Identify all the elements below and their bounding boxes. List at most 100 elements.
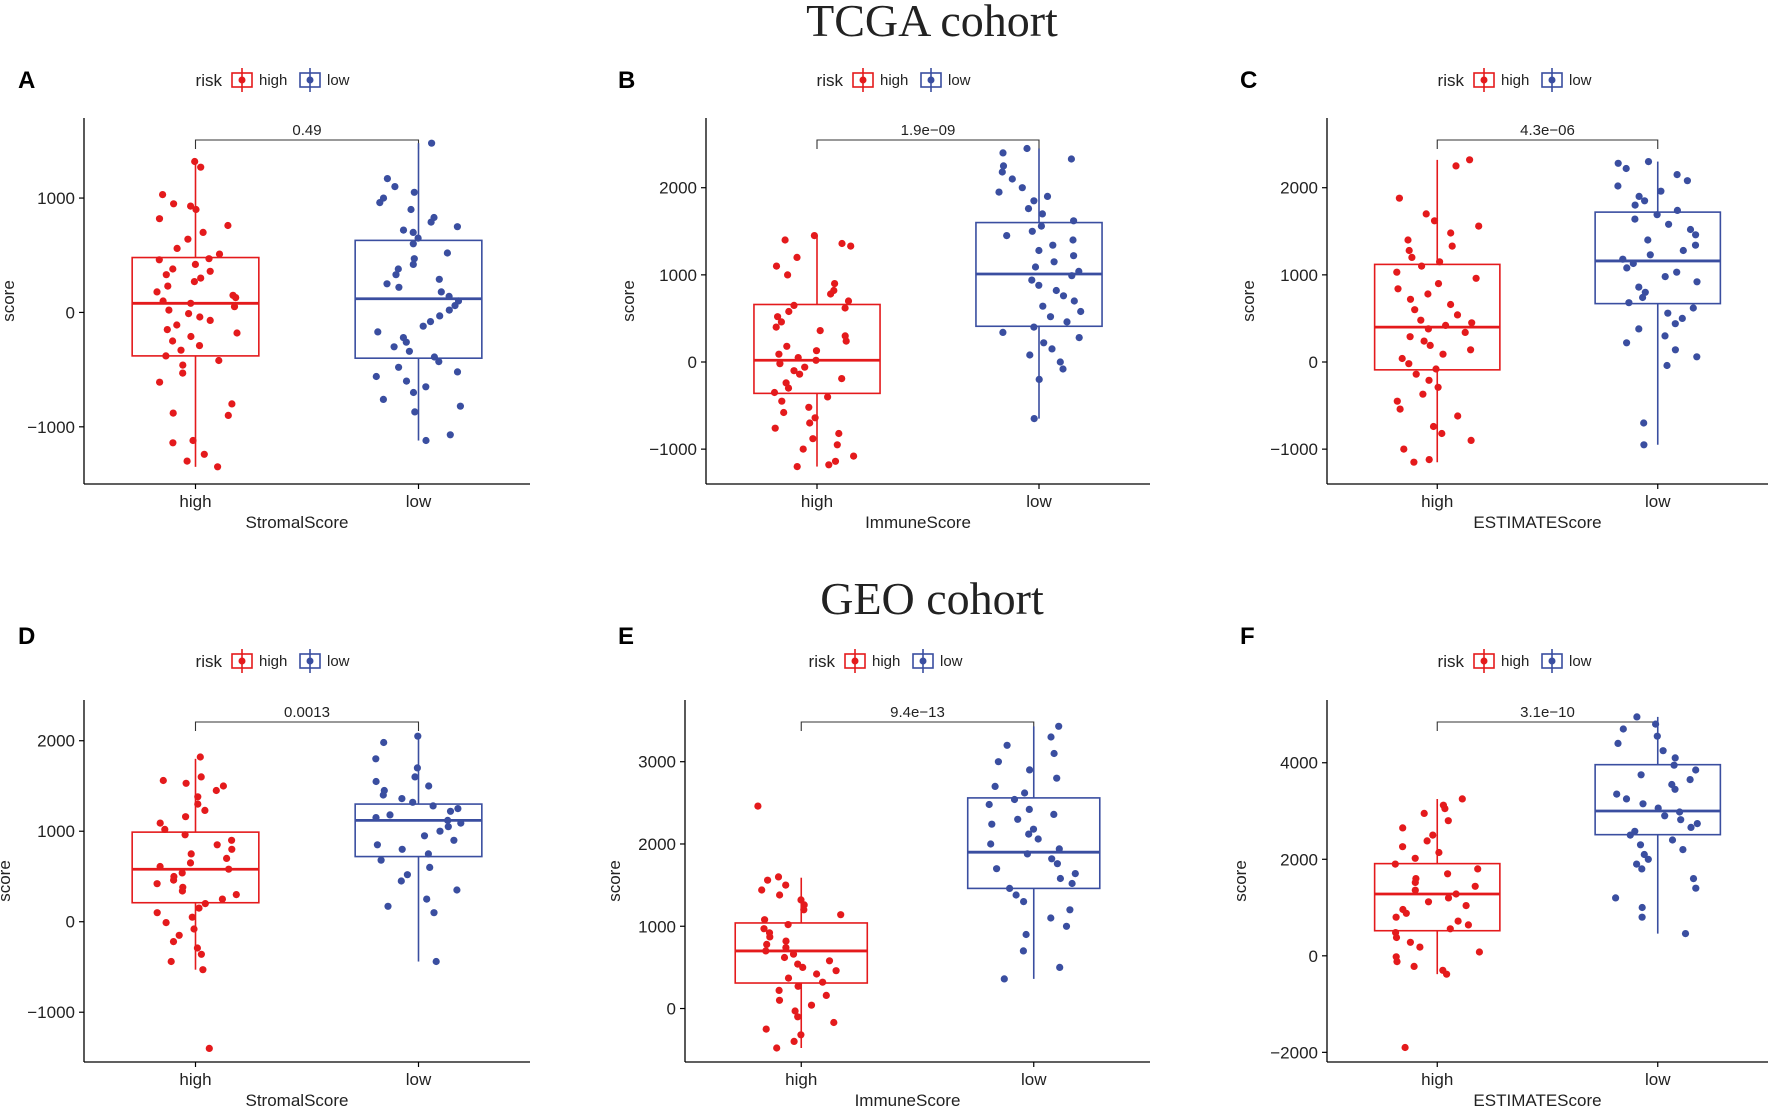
data-point bbox=[187, 332, 195, 341]
geo-cohort-title: GEO cohort bbox=[820, 573, 1044, 624]
data-point bbox=[1654, 804, 1662, 812]
data-point bbox=[167, 957, 175, 966]
data-point bbox=[764, 876, 772, 884]
data-point bbox=[200, 450, 208, 458]
data-point bbox=[819, 978, 827, 986]
data-point bbox=[1031, 263, 1040, 271]
data-point bbox=[1048, 855, 1056, 863]
y-axis-title: score bbox=[605, 860, 624, 902]
data-point bbox=[1629, 259, 1637, 268]
data-point bbox=[844, 297, 853, 305]
x-tick-label: low bbox=[1021, 1070, 1047, 1089]
legend-key-high bbox=[852, 68, 874, 92]
data-point bbox=[1448, 242, 1456, 250]
legend-key-high bbox=[1473, 68, 1495, 92]
data-point bbox=[1692, 231, 1700, 239]
data-point bbox=[223, 854, 231, 863]
data-point bbox=[177, 346, 185, 354]
legend-label-high: high bbox=[259, 72, 287, 89]
data-point bbox=[790, 367, 798, 375]
points-low bbox=[372, 139, 464, 445]
data-point bbox=[1661, 332, 1669, 340]
data-point bbox=[1026, 351, 1034, 359]
data-point bbox=[1678, 314, 1686, 322]
y-tick-label: −1000 bbox=[1270, 440, 1318, 459]
data-point bbox=[1035, 246, 1043, 255]
data-point bbox=[793, 253, 801, 261]
data-point bbox=[1633, 713, 1641, 721]
data-point bbox=[414, 234, 422, 242]
data-point bbox=[763, 940, 771, 949]
data-point bbox=[785, 307, 793, 316]
data-point bbox=[228, 400, 236, 408]
data-point bbox=[1046, 313, 1055, 321]
data-point bbox=[1404, 236, 1412, 244]
data-point bbox=[1039, 302, 1047, 310]
legend-dot bbox=[1480, 76, 1488, 84]
data-point bbox=[379, 395, 387, 403]
panel-label: E bbox=[618, 623, 634, 650]
data-point bbox=[453, 886, 461, 894]
iqr-box bbox=[1373, 862, 1501, 932]
data-point bbox=[1659, 747, 1667, 755]
data-point bbox=[1635, 283, 1643, 291]
data-point bbox=[410, 188, 418, 196]
data-point bbox=[1422, 210, 1430, 218]
data-point bbox=[205, 255, 213, 263]
data-point bbox=[179, 369, 187, 377]
y-tick-label: 2000 bbox=[1280, 179, 1318, 198]
data-point bbox=[1030, 197, 1038, 205]
data-point bbox=[376, 199, 384, 207]
data-point bbox=[1040, 339, 1048, 347]
data-point bbox=[1471, 882, 1479, 890]
data-point bbox=[1673, 268, 1681, 276]
data-point bbox=[812, 347, 821, 355]
data-point bbox=[420, 832, 429, 840]
iqr-box bbox=[131, 256, 260, 357]
data-point bbox=[1622, 795, 1631, 803]
data-point bbox=[451, 302, 459, 310]
data-point bbox=[760, 925, 768, 933]
legend-label-low: low bbox=[327, 72, 350, 89]
data-point bbox=[775, 350, 783, 358]
data-point bbox=[169, 265, 177, 273]
legend-key-high bbox=[1473, 649, 1495, 673]
data-point bbox=[1641, 197, 1649, 205]
y-tick-label: 0 bbox=[1309, 947, 1318, 966]
data-point bbox=[1676, 808, 1684, 816]
significance-bracket: 0.0013 bbox=[194, 704, 420, 731]
data-point bbox=[1393, 958, 1401, 966]
data-point bbox=[205, 1044, 213, 1052]
bracket-line bbox=[194, 721, 420, 731]
data-point bbox=[1638, 913, 1646, 921]
data-point bbox=[1038, 210, 1046, 218]
data-point bbox=[1406, 333, 1414, 341]
data-point bbox=[1056, 874, 1064, 883]
data-point bbox=[372, 814, 380, 822]
data-point bbox=[805, 403, 813, 411]
points-high bbox=[1393, 156, 1483, 466]
y-tick-label: 2000 bbox=[1280, 850, 1318, 869]
legend-key-low bbox=[299, 649, 321, 673]
y-tick-label: 1000 bbox=[37, 189, 75, 208]
data-point bbox=[159, 297, 167, 305]
data-point bbox=[224, 221, 232, 230]
data-point bbox=[782, 881, 790, 889]
data-point bbox=[409, 240, 417, 248]
data-point bbox=[811, 414, 819, 422]
data-point bbox=[1614, 182, 1622, 190]
legend: risk high low bbox=[196, 649, 350, 673]
data-point bbox=[1411, 878, 1419, 887]
data-point bbox=[170, 200, 178, 208]
data-point bbox=[197, 950, 205, 958]
data-point bbox=[405, 347, 413, 355]
data-point bbox=[1066, 906, 1074, 914]
data-point bbox=[1692, 766, 1700, 774]
box-low bbox=[1594, 716, 1722, 934]
data-point bbox=[397, 877, 405, 885]
data-point bbox=[1670, 761, 1678, 769]
data-point bbox=[822, 991, 830, 1000]
data-point bbox=[784, 921, 792, 929]
data-point bbox=[1631, 201, 1639, 209]
